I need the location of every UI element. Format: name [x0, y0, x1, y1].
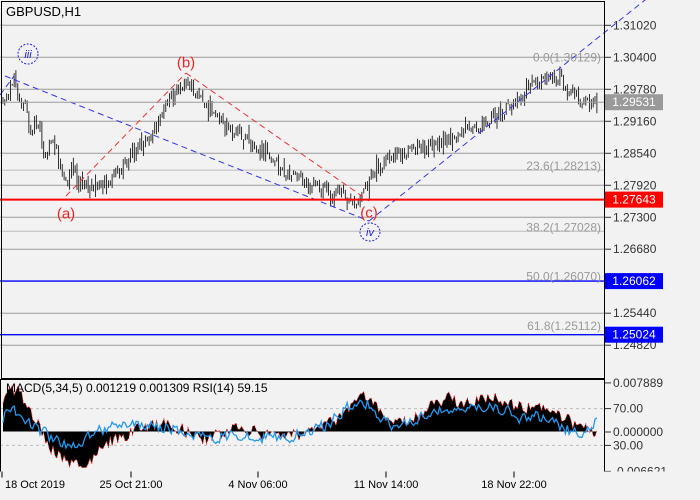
svg-text:70.00: 70.00 — [613, 402, 643, 416]
svg-text:1.26062: 1.26062 — [612, 274, 656, 288]
svg-text:61.8(1.25112): 61.8(1.25112) — [527, 319, 601, 333]
svg-text:iii: iii — [24, 49, 32, 61]
svg-text:11 Nov 14:00: 11 Nov 14:00 — [354, 479, 419, 491]
svg-text:1.28540: 1.28540 — [613, 146, 657, 160]
svg-text:38.2(1.27028): 38.2(1.27028) — [526, 220, 601, 234]
svg-text:(c): (c) — [360, 204, 378, 221]
svg-text:1.30400: 1.30400 — [613, 50, 657, 64]
svg-text:1.26680: 1.26680 — [613, 242, 657, 256]
svg-text:0.0(1.30129): 0.0(1.30129) — [533, 50, 601, 64]
svg-text:(a): (a) — [57, 205, 75, 222]
svg-text:25 Oct 21:00: 25 Oct 21:00 — [100, 479, 163, 491]
svg-text:18 Oct 2019: 18 Oct 2019 — [5, 479, 65, 491]
svg-text:0.007889: 0.007889 — [613, 376, 663, 390]
svg-text:30.00: 30.00 — [613, 438, 643, 452]
svg-text:50.0(1.26070): 50.0(1.26070) — [526, 270, 601, 284]
svg-text:MACD(5,34,5) 0.001219 0.001309: MACD(5,34,5) 0.001219 0.001309 RSI(14) 5… — [6, 381, 268, 395]
svg-text:GBPUSD,H1: GBPUSD,H1 — [6, 4, 81, 19]
svg-text:1.25024: 1.25024 — [612, 328, 656, 342]
svg-text:1.27300: 1.27300 — [613, 210, 657, 224]
svg-text:18 Nov 22:00: 18 Nov 22:00 — [481, 479, 546, 491]
svg-text:1.31020: 1.31020 — [613, 18, 657, 32]
svg-text:1.29531: 1.29531 — [612, 95, 656, 109]
svg-text:1.27920: 1.27920 — [613, 178, 657, 192]
svg-text:1.25440: 1.25440 — [613, 306, 657, 320]
svg-text:(b): (b) — [177, 54, 195, 71]
svg-text:23.6(1.28213): 23.6(1.28213) — [526, 159, 601, 173]
svg-text:1.29160: 1.29160 — [613, 114, 657, 128]
svg-text:0.000000: 0.000000 — [613, 425, 663, 439]
svg-text:4 Nov 06:00: 4 Nov 06:00 — [228, 479, 287, 491]
svg-text:1.27643: 1.27643 — [612, 193, 656, 207]
